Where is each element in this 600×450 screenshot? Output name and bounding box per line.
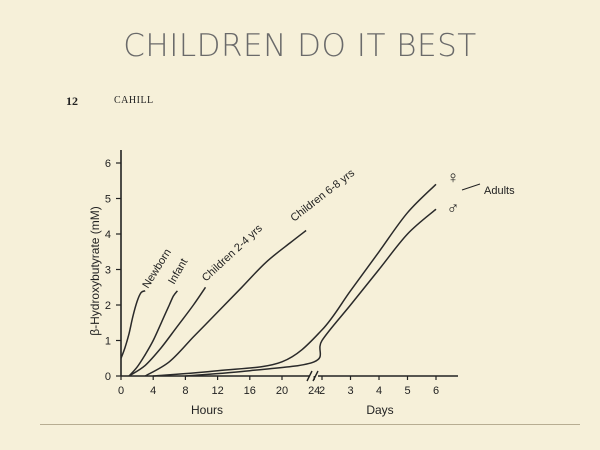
x-tick-label: 4 (376, 385, 382, 397)
running-head: CAHILL (114, 95, 154, 106)
x-axis-label-days: Days (366, 403, 393, 417)
y-axis-label: β-Hydroxybutyrate (mM) (88, 206, 102, 336)
x-tick-label: 3 (347, 385, 353, 397)
chart-lines (120, 183, 437, 377)
x-tick-label: 0 (118, 385, 124, 397)
series-line (120, 290, 146, 359)
series-label: Children 6-8 yrs (288, 167, 357, 225)
series-line (144, 229, 307, 377)
series-label: Newborn (140, 247, 174, 291)
x-tick-label: 20 (276, 385, 288, 397)
adults-label: Adults (484, 185, 515, 197)
series-label: Children 2-4 yrs (200, 222, 265, 284)
series-line (128, 286, 207, 377)
x-axis-label-hours: Hours (191, 403, 223, 417)
adults-leader (461, 183, 481, 191)
x-tick-label: 24 (308, 385, 320, 397)
chart-axes (116, 150, 458, 382)
male-symbol: ♂ (447, 199, 460, 218)
x-tick-label: 6 (433, 385, 439, 397)
y-tick-label: 4 (105, 229, 111, 241)
y-tick-label: 3 (105, 265, 111, 277)
y-tick-label: 1 (105, 336, 111, 348)
series-label: Infant (166, 257, 190, 287)
y-tick-label: 0 (105, 371, 111, 383)
series-line (128, 290, 178, 377)
series-line (153, 183, 437, 377)
x-tick-label: 16 (244, 385, 256, 397)
bottom-divider (40, 424, 580, 425)
x-tick-label: 12 (211, 385, 223, 397)
x-tick-label: 4 (150, 385, 156, 397)
series-line (185, 208, 437, 377)
page-number: 12 (66, 94, 78, 108)
axis-break-mark (306, 370, 313, 382)
x-tick-label: 2 (319, 385, 325, 397)
y-tick-label: 5 (105, 194, 111, 206)
y-tick-label: 2 (105, 300, 111, 312)
x-tick-label: 5 (404, 385, 410, 397)
y-tick-label: 6 (105, 158, 111, 170)
x-tick-label: 8 (182, 385, 188, 397)
slide-title: CHILDREN DO IT BEST (123, 28, 477, 64)
female-symbol: ♀ (447, 168, 460, 187)
